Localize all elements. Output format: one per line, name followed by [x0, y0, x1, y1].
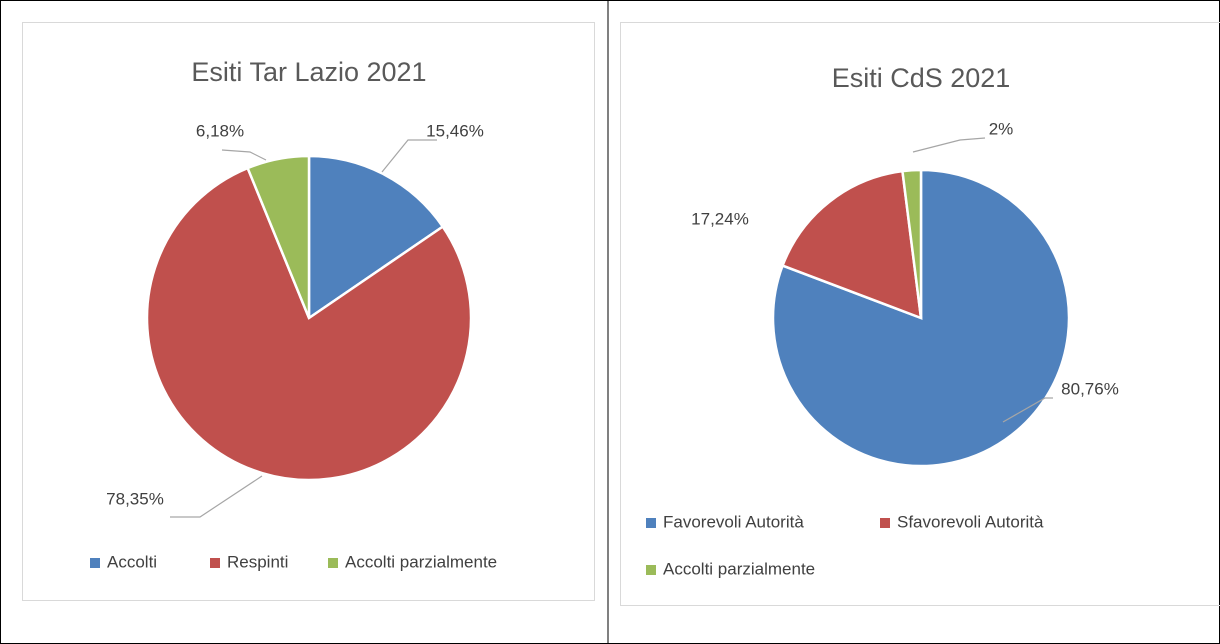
pie-slice	[901, 168, 923, 319]
chart-title: Esiti CdS 2021	[832, 63, 1011, 93]
legend-label: Accolti	[107, 552, 157, 571]
chart-frame	[22, 22, 595, 601]
legend-swatch	[90, 558, 100, 568]
data-label: 15,46%	[426, 121, 484, 140]
legend-label: Favorevoli Autorità	[663, 512, 804, 531]
leader-line	[170, 475, 263, 518]
legend-swatch	[646, 565, 656, 575]
pie-slice	[246, 154, 311, 319]
data-label: 2%	[989, 119, 1014, 138]
pie-slice	[780, 169, 923, 320]
legend-swatch	[328, 558, 338, 568]
legend-label: Respinti	[227, 552, 288, 571]
leader-line	[381, 139, 437, 173]
data-label: 17,24%	[691, 209, 749, 228]
data-label: 6,18%	[196, 121, 244, 140]
legend-label: Sfavorevoli Autorità	[897, 512, 1044, 531]
legend-swatch	[210, 558, 220, 568]
legend-label: Accolti parzialmente	[345, 552, 497, 571]
legend-swatch	[646, 518, 656, 528]
chart-title: Esiti Tar Lazio 2021	[191, 57, 426, 87]
data-label: 80,76%	[1061, 379, 1119, 398]
leader-line	[1002, 397, 1053, 423]
leader-line	[912, 137, 986, 153]
leader-line	[221, 149, 267, 161]
pie-slice	[145, 166, 473, 482]
data-label: 78,35%	[106, 489, 164, 508]
pie-slice	[307, 154, 445, 321]
legend-swatch	[880, 518, 890, 528]
chart-frame	[620, 22, 1220, 606]
legend-label: Accolti parzialmente	[663, 559, 815, 578]
